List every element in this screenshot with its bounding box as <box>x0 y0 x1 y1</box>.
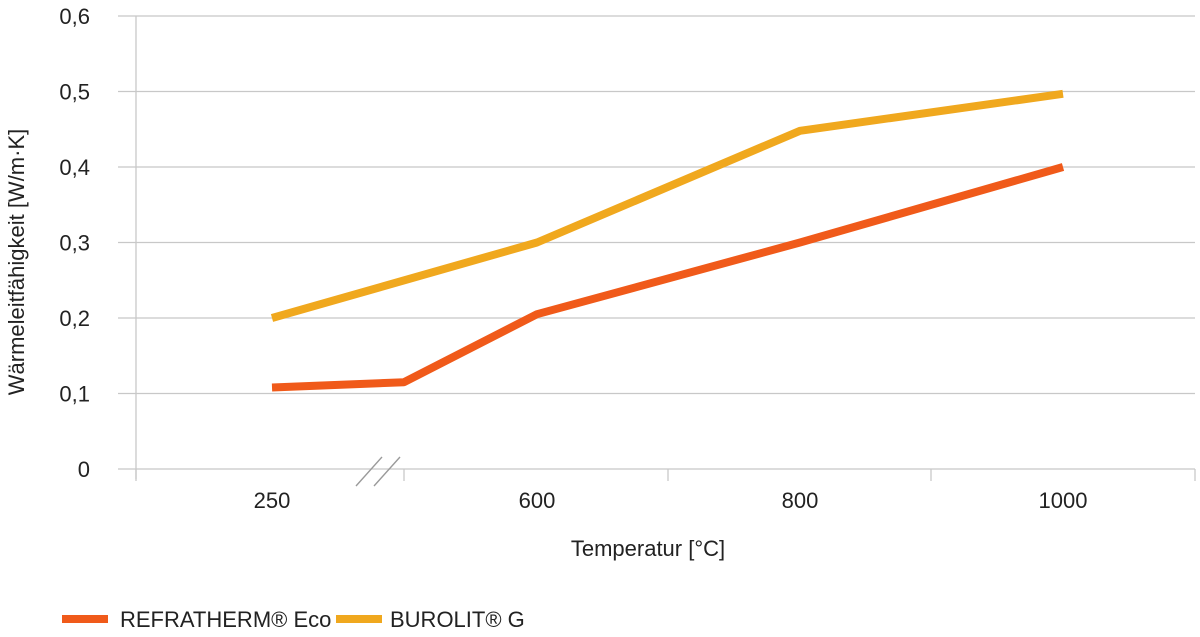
legend-label-0: REFRATHERM® Eco <box>120 607 331 632</box>
x-axis-title: Temperatur [°C] <box>571 536 725 561</box>
y-tick-label-6: 0,6 <box>59 4 90 29</box>
y-tick-label-0: 0 <box>78 457 90 482</box>
x-tick-label-2: 800 <box>782 488 819 513</box>
y-axis-ticks: 0 0,1 0,2 0,3 0,4 0,5 0,6 <box>59 4 90 482</box>
y-tick-label-2: 0,2 <box>59 306 90 331</box>
y-tick-label-1: 0,1 <box>59 382 90 407</box>
gridlines <box>118 15 1195 470</box>
x-tick-label-1: 600 <box>519 488 556 513</box>
y-tick-label-4: 0,4 <box>59 155 90 180</box>
x-axis: 250 600 800 1000 <box>135 16 1196 513</box>
axis-break-mark-1 <box>355 456 383 487</box>
y-tick-label-5: 0,5 <box>59 80 90 105</box>
series-line-0 <box>271 163 1065 392</box>
x-tick-label-0: 250 <box>254 488 291 513</box>
series-lines <box>270 89 1065 392</box>
axis-break-mark-2 <box>373 456 401 487</box>
series-line-1 <box>270 89 1064 322</box>
y-axis-title: Wärmeleitfähigkeit [W/m·K] <box>4 129 29 396</box>
y-tick-label-3: 0,3 <box>59 231 90 256</box>
x-tick-label-3: 1000 <box>1039 488 1088 513</box>
legend-label-1: BUROLIT® G <box>390 607 525 632</box>
legend: REFRATHERM® Eco BUROLIT® G <box>62 607 525 632</box>
